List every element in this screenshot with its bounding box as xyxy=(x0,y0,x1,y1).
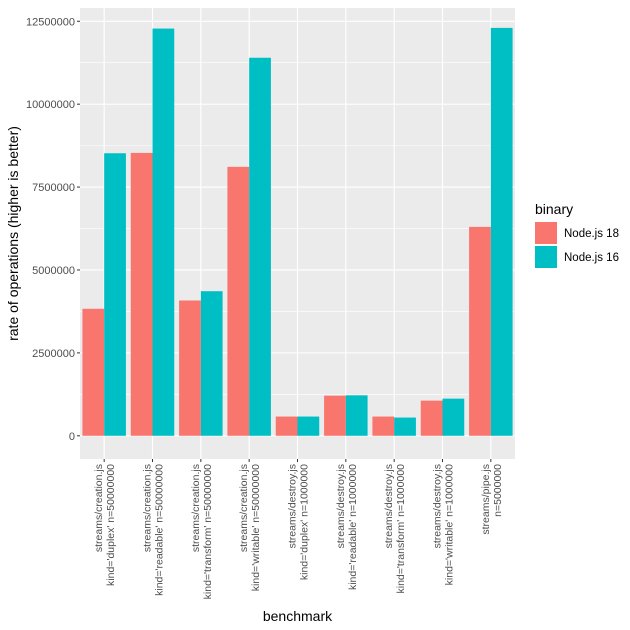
x-tick-label-line: kind='readable' n=1000000 xyxy=(347,464,359,590)
x-tick-label-line: streams/destroy.js xyxy=(432,464,444,548)
x-tick-label-line: streams/creation.js xyxy=(238,464,250,552)
bar xyxy=(420,400,443,436)
legend-key xyxy=(535,246,557,268)
x-axis-label: benchmark xyxy=(263,608,333,624)
x-tick-label: streams/pipe.js n=5000000 xyxy=(480,464,504,535)
x-tick-label-line: kind='duplex' n=1000000 xyxy=(299,464,311,580)
x-tick-label-line: streams/destroy.js xyxy=(383,464,395,548)
x-tick-label-line: kind='writable' n=1000000 xyxy=(444,464,456,586)
x-tick-label-line: streams/creation.js xyxy=(190,464,202,552)
x-tick-label: streams/destroy.js kind='duplex' n=100000… xyxy=(287,464,311,580)
x-tick-label-line: streams/destroy.js xyxy=(287,464,299,548)
bar xyxy=(200,291,223,436)
bar xyxy=(82,308,105,436)
bar xyxy=(179,300,201,436)
x-tick-label-line: kind='transform' n=1000000 xyxy=(395,464,407,594)
bar xyxy=(227,166,250,436)
x-tick-label: streams/destroy.js kind='readable' n=1000… xyxy=(335,464,359,590)
x-tick-label-line: streams/creation.js xyxy=(93,464,105,552)
x-tick-label: streams/creation.js kind='readable' n=500… xyxy=(142,464,166,596)
x-tick-label-line: kind='transform' n=50000000 xyxy=(202,464,214,600)
bar xyxy=(442,398,465,436)
x-tick-label: streams/destroy.js kind='transform' n=100… xyxy=(383,464,407,594)
y-axis-label: rate of operations (higher is better) xyxy=(5,126,21,341)
bars xyxy=(82,27,513,436)
bar xyxy=(394,417,416,436)
x-tick-label-line: streams/destroy.js xyxy=(335,464,347,548)
y-tick-label: 5000000 xyxy=(32,265,75,277)
y-tick-label: 12500000 xyxy=(26,16,75,28)
bar xyxy=(130,152,153,436)
x-tick-label-line: streams/creation.js xyxy=(142,464,154,552)
y-tick-label: 0 xyxy=(69,431,75,443)
bar xyxy=(372,416,395,436)
x-tick-label: streams/destroy.js kind='writable' n=1000… xyxy=(432,464,456,586)
legend: binary Node.js 18 Node.js 16 xyxy=(535,201,619,268)
bar xyxy=(345,395,368,436)
y-tick-label: 2500000 xyxy=(32,348,75,360)
bar xyxy=(275,416,298,436)
x-tick-label-line: kind='writable' n=50000000 xyxy=(250,464,262,591)
x-tick-label: streams/creation.js kind='writable' n=500… xyxy=(238,464,262,591)
y-tick-label: 10000000 xyxy=(26,99,75,111)
legend-label: Node.js 16 xyxy=(564,252,619,264)
bar xyxy=(104,153,126,436)
legend-title: binary xyxy=(535,201,573,217)
x-axis-ticks: streams/creation.js kind='duplex' n=50000… xyxy=(93,459,504,599)
bar xyxy=(249,57,271,436)
x-tick-label: streams/creation.js kind='transform' n=50… xyxy=(190,464,214,600)
x-tick-label-line: kind='readable' n=50000000 xyxy=(154,464,166,596)
legend-key xyxy=(535,222,557,244)
bar xyxy=(469,226,491,436)
x-tick-label-line: n=5000000 xyxy=(492,464,504,517)
x-tick-label: streams/creation.js kind='duplex' n=50000… xyxy=(93,464,117,586)
x-tick-label-line: kind='duplex' n=50000000 xyxy=(105,464,117,586)
bar xyxy=(152,28,175,436)
y-axis-ticks: 0 2500000 5000000 7500000 10000000 12500000 xyxy=(26,16,80,443)
legend-label: Node.js 18 xyxy=(564,228,619,240)
bar xyxy=(297,416,320,436)
bar xyxy=(324,395,346,436)
bar xyxy=(490,27,513,436)
x-tick-label-line: streams/pipe.js xyxy=(480,464,492,535)
y-tick-label: 7500000 xyxy=(32,182,75,194)
